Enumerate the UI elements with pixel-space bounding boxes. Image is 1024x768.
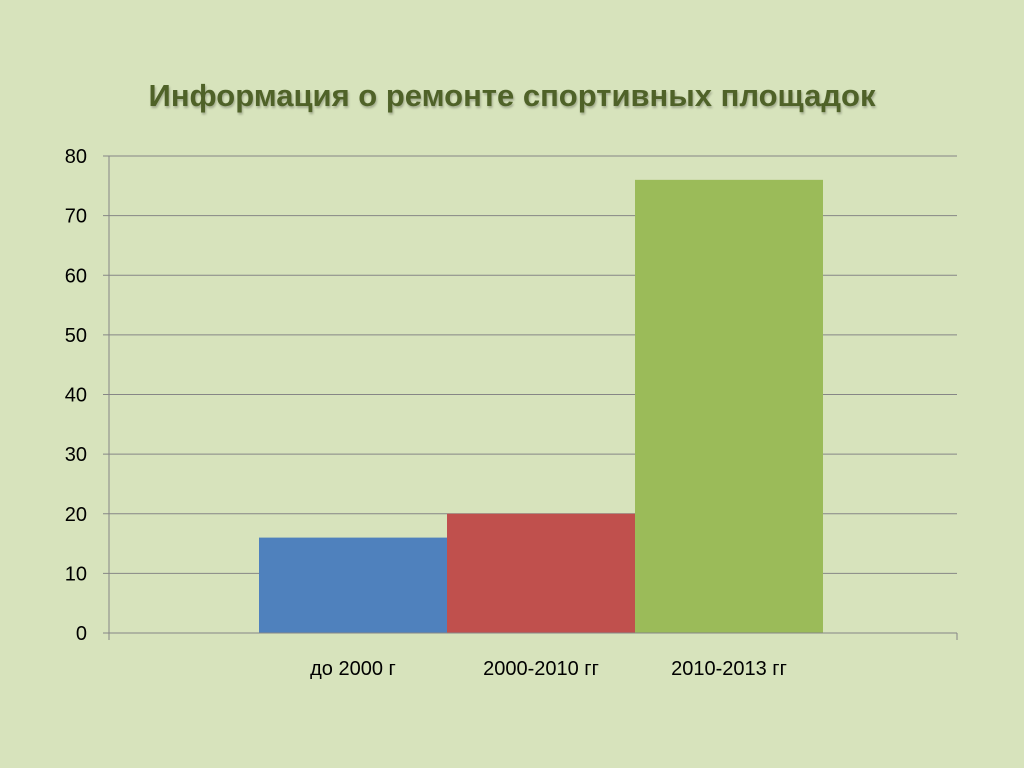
y-tick-label: 40 (65, 385, 87, 407)
category-labels: до 2000 г 2000-2010 гг 2010-2013 гг (310, 658, 787, 680)
category-label: 2000-2010 гг (483, 658, 599, 680)
gridlines (109, 155, 957, 574)
category-label: до 2000 г (310, 658, 396, 680)
bar-2 (447, 513, 635, 633)
chart-title: Информация о ремонте спортивных площадок (148, 78, 876, 113)
y-tick-label: 0 (76, 623, 87, 645)
y-tick-label: 20 (65, 504, 87, 526)
category-label: 2010-2013 гг (671, 658, 787, 680)
y-tick-label: 30 (65, 444, 87, 466)
y-tick-label: 10 (65, 563, 87, 585)
bar-1 (259, 537, 447, 633)
bar-3 (635, 179, 823, 633)
bars (259, 179, 823, 633)
y-tick-label: 70 (65, 206, 87, 228)
y-tick-label: 50 (65, 325, 87, 347)
axes (103, 155, 958, 640)
y-tick-label: 60 (65, 265, 87, 287)
y-axis-tick-labels: 0 10 20 30 40 50 60 70 80 (65, 146, 87, 645)
y-tick-label: 80 (65, 146, 87, 168)
